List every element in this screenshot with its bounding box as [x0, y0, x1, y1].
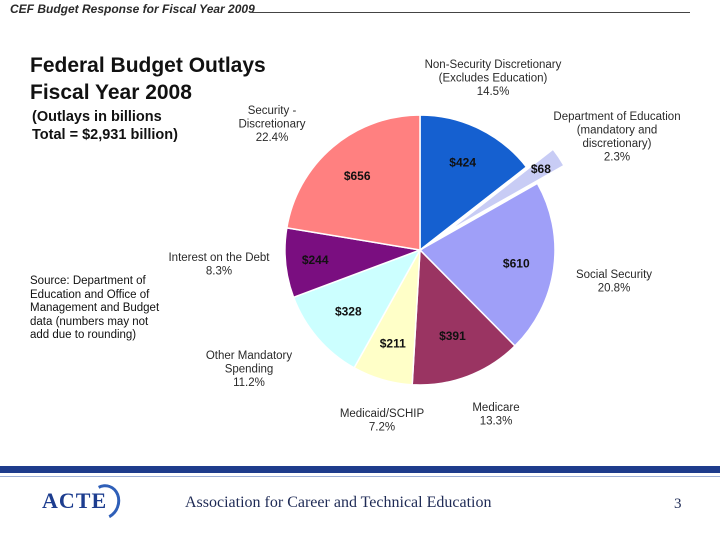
pie-value-label-1: $68: [531, 162, 551, 176]
acte-logo: ACTE: [38, 479, 126, 525]
pie-category-label-0-line-1: (Excludes Education): [439, 73, 548, 85]
pie-category-label-7-line-0: Security -: [248, 105, 297, 117]
pie-category-label-1: Department of Education (mandatory and dis…: [553, 111, 680, 164]
pie-category-label-1-line-0: Department of Education: [553, 111, 680, 123]
header-rule: [250, 12, 690, 13]
pie-category-label-0-line-0: Non-Security Discretionary: [425, 59, 562, 71]
pie-category-label-7-line-2: 22.4%: [256, 132, 289, 144]
chart-title-line-2: Fiscal Year 2008: [30, 81, 192, 104]
pie-category-label-3-line-0: Medicare: [472, 402, 519, 414]
pie-category-label-5-line-1: Spending: [225, 364, 274, 376]
chart-subtitle: (Outlays in billions Total = $2,931 bill…: [32, 108, 178, 144]
pie-slice-2: [418, 182, 556, 348]
pie-value-label-3: $391: [439, 329, 466, 343]
pie-category-label-5-line-2: 11.2%: [233, 377, 265, 389]
pie-category-label-0-line-2: 14.5%: [477, 86, 510, 98]
pie-value-label-7: $656: [344, 169, 371, 183]
logo-text: ACTE: [42, 488, 108, 513]
pie-slice-5: [292, 248, 422, 369]
slide-header-title: CEF Budget Response for Fiscal Year 2009: [10, 2, 255, 16]
pie-value-label-0: $424: [449, 156, 476, 170]
footer-bar: [0, 466, 720, 473]
chart-subtitle-line-1: (Outlays in billions: [32, 109, 162, 125]
pie-chart: $424 Non-Security Discretionary (Excludes …: [168, 59, 680, 434]
pie-category-label-2-line-0: Social Security: [576, 269, 652, 281]
chart-title: Federal Budget Outlays Fiscal Year 2008: [30, 52, 266, 106]
pie-category-label-4-line-0: Medicaid/SCHIP: [340, 408, 425, 420]
pie-category-label-2: Social Security 20.8%: [576, 269, 652, 295]
pie-category-label-4: Medicaid/SCHIP 7.2%: [340, 408, 425, 434]
pie-category-label-5: Other Mandatory Spending 11.2%: [206, 350, 293, 389]
pie-slice-1: [446, 148, 566, 233]
pie-value-label-2: $610: [503, 256, 530, 270]
pie-category-label-7-line-1: Discretionary: [238, 119, 305, 131]
pie-category-label-1-line-3: 2.3%: [604, 152, 630, 164]
chart-subtitle-line-2: Total = $2,931 billion): [32, 127, 178, 143]
pie-category-label-7: Security - Discretionary 22.4%: [238, 105, 305, 144]
pie-value-label-4: $211: [380, 336, 406, 350]
pie-category-label-0: Non-Security Discretionary (Excludes Educ…: [425, 59, 562, 98]
pie-value-label-6: $244: [302, 253, 329, 267]
pie-slice-7: [285, 114, 421, 251]
pie-category-label-1-line-2: discretionary): [582, 138, 651, 150]
source-note: Source: Department of Education and Offi…: [30, 275, 160, 341]
footer-organization: Association for Career and Technical Edu…: [185, 494, 492, 511]
pie-category-label-3: Medicare 13.3%: [472, 402, 519, 428]
pie-category-label-6-line-1: 8.3%: [206, 266, 232, 278]
pie-value-label-5: $328: [335, 305, 362, 319]
pie-category-label-6: Interest on the Debt 8.3%: [168, 252, 270, 278]
footer-line: [0, 476, 720, 477]
pie-category-label-6-line-0: Interest on the Debt: [168, 252, 270, 264]
pie-category-label-5-line-0: Other Mandatory: [206, 350, 293, 362]
pie-category-label-3-line-1: 13.3%: [480, 416, 513, 428]
pie-category-label-1-line-1: (mandatory and: [577, 125, 658, 137]
page-number: 3: [674, 496, 682, 512]
pie-slice-3: [411, 248, 517, 386]
pie-category-label-2-line-1: 20.8%: [598, 283, 631, 295]
chart-title-line-1: Federal Budget Outlays: [30, 54, 266, 77]
pie-category-label-4-line-1: 7.2%: [369, 422, 395, 434]
pie-slice-0: [419, 114, 528, 252]
